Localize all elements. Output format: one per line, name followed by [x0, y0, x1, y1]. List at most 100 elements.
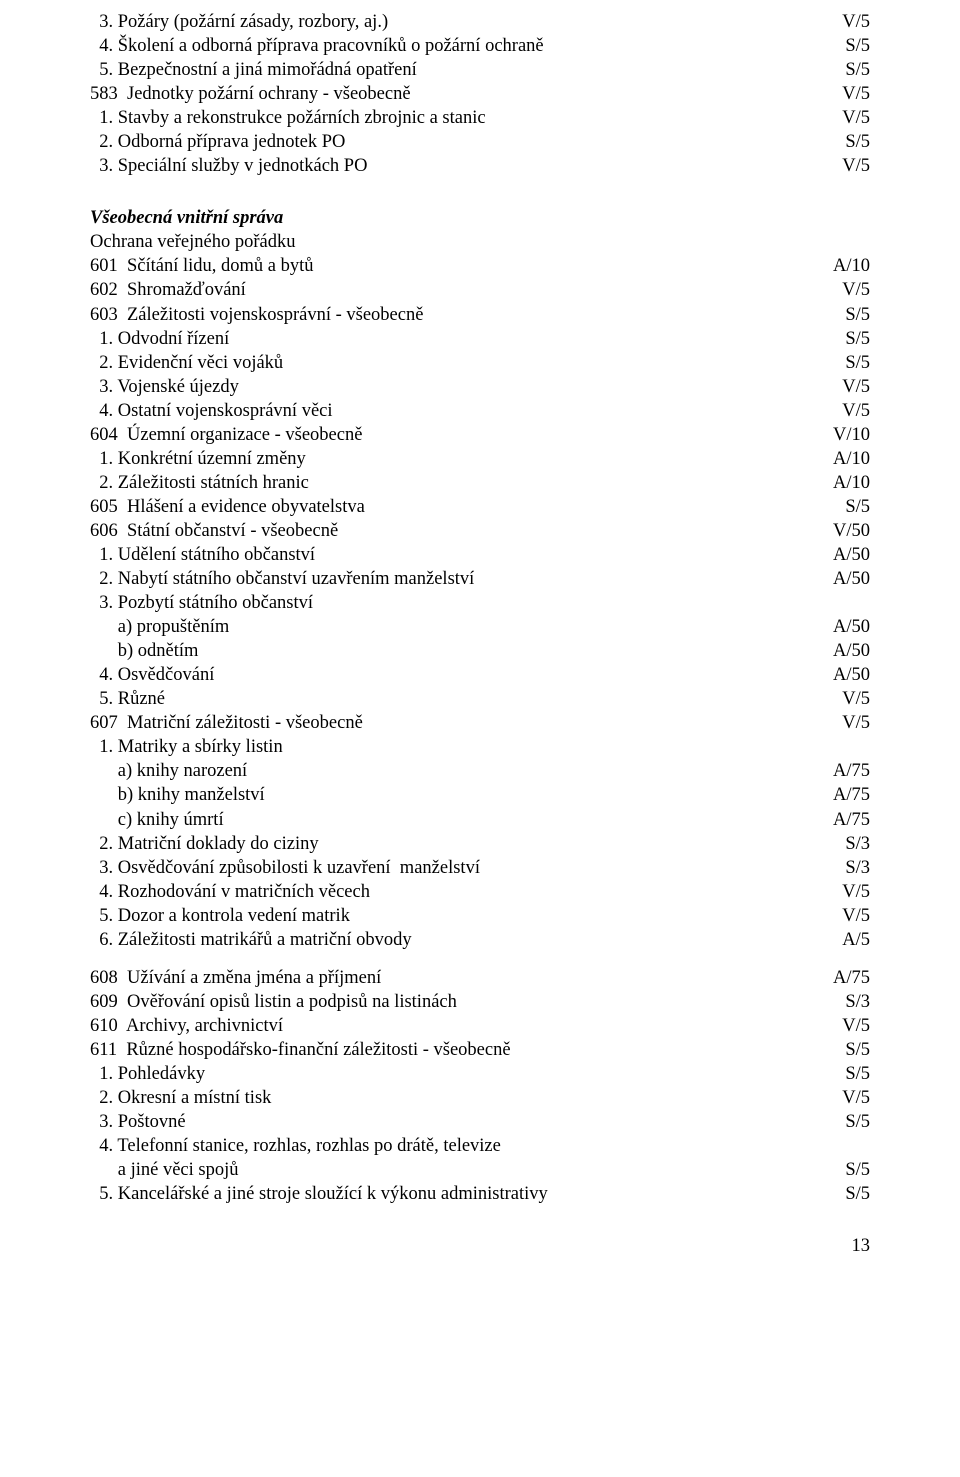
- list-row: 4. Školení a odborná příprava pracovníků…: [90, 34, 870, 58]
- row-label: a) knihy narození: [90, 759, 821, 783]
- list-row: 1. PohledávkyS/5: [90, 1062, 870, 1086]
- row-label: 2. Matriční doklady do ciziny: [90, 832, 833, 856]
- row-code: S/5: [833, 351, 870, 375]
- row-label: 5. Různé: [90, 687, 830, 711]
- row-label: 611 Různé hospodářsko-finanční záležitos…: [90, 1038, 833, 1062]
- section-title: Všeobecná vnitřní správa: [90, 206, 870, 230]
- row-label: 2. Okresní a místní tisk: [90, 1086, 830, 1110]
- spacer: [90, 952, 870, 966]
- row-code: V/5: [830, 375, 870, 399]
- list-row: 2. Matriční doklady do cizinyS/3: [90, 832, 870, 856]
- row-label: 3. Požáry (požární zásady, rozbory, aj.): [90, 10, 830, 34]
- row-code: S/5: [833, 1158, 870, 1182]
- list-row: b) knihy manželstvíA/75: [90, 783, 870, 807]
- row-code: V/5: [830, 399, 870, 423]
- row-label: b) knihy manželství: [90, 783, 821, 807]
- list-row: 3. Pozbytí státního občanství: [90, 591, 870, 615]
- list-row: 1. Konkrétní územní změnyA/10: [90, 447, 870, 471]
- list-row: 603 Záležitosti vojenskosprávní - všeobe…: [90, 303, 870, 327]
- row-code: S/5: [833, 130, 870, 154]
- row-code: V/5: [830, 880, 870, 904]
- row-label: 609 Ověřování opisů listin a podpisů na …: [90, 990, 833, 1014]
- list-row: 2. Záležitosti státních hranicA/10: [90, 471, 870, 495]
- row-code: V/5: [830, 1014, 870, 1038]
- row-code: A/10: [821, 447, 870, 471]
- list-row: 608 Užívání a změna jména a příjmeníA/75: [90, 966, 870, 990]
- list-row: 4. OsvědčováníA/50: [90, 663, 870, 687]
- list-row: 607 Matriční záležitosti - všeobecněV/5: [90, 711, 870, 735]
- list-row: 3. Osvědčování způsobilosti k uzavření m…: [90, 856, 870, 880]
- row-code: V/5: [830, 154, 870, 178]
- row-label: 5. Bezpečnostní a jiná mimořádná opatřen…: [90, 58, 833, 82]
- list-row: 609 Ověřování opisů listin a podpisů na …: [90, 990, 870, 1014]
- list-row: 5. RůznéV/5: [90, 687, 870, 711]
- row-code: S/5: [833, 495, 870, 519]
- row-code: V/5: [830, 278, 870, 302]
- list-row: 2. Okresní a místní tiskV/5: [90, 1086, 870, 1110]
- row-label: 603 Záležitosti vojenskosprávní - všeobe…: [90, 303, 833, 327]
- row-code: A/75: [821, 783, 870, 807]
- spacer: [90, 178, 870, 192]
- list-row: 606 Státní občanství - všeobecněV/50: [90, 519, 870, 543]
- block-3: 608 Užívání a změna jména a příjmeníA/75…: [90, 966, 870, 1206]
- list-row: 1. Matriky a sbírky listin: [90, 735, 870, 759]
- row-label: 2. Evidenční věci vojáků: [90, 351, 833, 375]
- row-label: 607 Matriční záležitosti - všeobecně: [90, 711, 830, 735]
- list-row: 3. Vojenské újezdyV/5: [90, 375, 870, 399]
- row-code: S/5: [833, 1110, 870, 1134]
- list-row: 605 Hlášení a evidence obyvatelstvaS/5: [90, 495, 870, 519]
- row-code: A/5: [830, 928, 870, 952]
- row-code: S/5: [833, 1062, 870, 1086]
- row-label: 602 Shromažďování: [90, 278, 830, 302]
- row-label: a) propuštěním: [90, 615, 821, 639]
- block-1: 3. Požáry (požární zásady, rozbory, aj.)…: [90, 10, 870, 178]
- list-row: 4. Telefonní stanice, rozhlas, rozhlas p…: [90, 1134, 870, 1158]
- row-code: A/50: [821, 639, 870, 663]
- list-row: c) knihy úmrtíA/75: [90, 808, 870, 832]
- row-label: 2. Odborná příprava jednotek PO: [90, 130, 833, 154]
- row-code: A/75: [821, 759, 870, 783]
- row-label: 1. Odvodní řízení: [90, 327, 833, 351]
- list-row: 4. Rozhodování v matričních věcechV/5: [90, 880, 870, 904]
- row-code: S/5: [833, 303, 870, 327]
- row-label: a jiné věci spojů: [90, 1158, 833, 1182]
- list-row: 1. Stavby a rekonstrukce požárních zbroj…: [90, 106, 870, 130]
- row-label: 605 Hlášení a evidence obyvatelstva: [90, 495, 833, 519]
- row-label: 1. Pohledávky: [90, 1062, 833, 1086]
- row-code: V/5: [830, 687, 870, 711]
- row-code: A/75: [821, 808, 870, 832]
- row-code: A/10: [821, 254, 870, 278]
- row-code: S/5: [833, 327, 870, 351]
- document-page: 3. Požáry (požární zásady, rozbory, aj.)…: [0, 0, 960, 1288]
- block-2: 601 Sčítání lidu, domů a bytůA/10602 Shr…: [90, 254, 870, 951]
- subhead: Ochrana veřejného pořádku: [90, 230, 870, 254]
- list-row: 5. Kancelářské a jiné stroje sloužící k …: [90, 1182, 870, 1206]
- row-label: 4. Osvědčování: [90, 663, 821, 687]
- row-code: V/5: [830, 1086, 870, 1110]
- row-label: 610 Archivy, archivnictví: [90, 1014, 830, 1038]
- row-label: 608 Užívání a změna jména a příjmení: [90, 966, 821, 990]
- row-label: 5. Dozor a kontrola vedení matrik: [90, 904, 830, 928]
- row-label: 3. Speciální služby v jednotkách PO: [90, 154, 830, 178]
- list-row: 5. Bezpečnostní a jiná mimořádná opatřen…: [90, 58, 870, 82]
- row-label: 4. Ostatní vojenskosprávní věci: [90, 399, 830, 423]
- row-code: S/5: [833, 1182, 870, 1206]
- list-row: 583 Jednotky požární ochrany - všeobecně…: [90, 82, 870, 106]
- row-code: V/5: [830, 904, 870, 928]
- row-label: 604 Územní organizace - všeobecně: [90, 423, 821, 447]
- row-label: 6. Záležitosti matrikářů a matriční obvo…: [90, 928, 830, 952]
- row-label: 1. Stavby a rekonstrukce požárních zbroj…: [90, 106, 830, 130]
- row-code: S/3: [833, 832, 870, 856]
- list-row: a jiné věci spojůS/5: [90, 1158, 870, 1182]
- row-label: 1. Matriky a sbírky listin: [90, 735, 858, 759]
- list-row: 601 Sčítání lidu, domů a bytůA/10: [90, 254, 870, 278]
- list-row: 3. Požáry (požární zásady, rozbory, aj.)…: [90, 10, 870, 34]
- row-code: S/5: [833, 1038, 870, 1062]
- row-code: A/50: [821, 615, 870, 639]
- row-code: V/5: [830, 10, 870, 34]
- row-code: S/3: [833, 990, 870, 1014]
- list-row: 4. Ostatní vojenskosprávní věciV/5: [90, 399, 870, 423]
- list-row: 1. Udělení státního občanstvíA/50: [90, 543, 870, 567]
- row-code: V/5: [830, 711, 870, 735]
- row-label: 601 Sčítání lidu, domů a bytů: [90, 254, 821, 278]
